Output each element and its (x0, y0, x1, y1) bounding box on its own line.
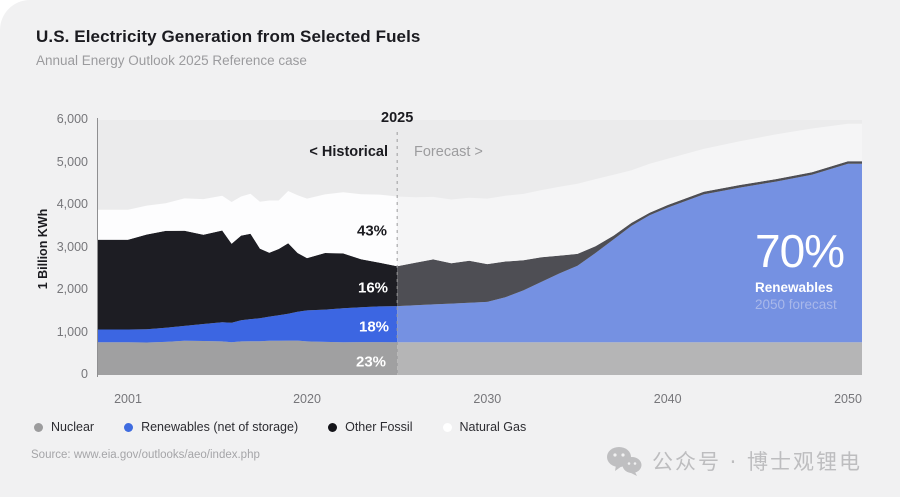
callout-line2: 2050 forecast (755, 296, 837, 312)
share-label-natural-gas: 43% (356, 222, 388, 240)
legend-label: Other Fossil (345, 420, 413, 434)
watermark-text: 公众号 · 博士观锂电 (652, 450, 863, 474)
legend-dot (328, 422, 338, 432)
area-historical-renewables-net-of-storage- (97, 306, 398, 343)
share-label-renewables: 18% (358, 318, 390, 336)
callout-value: 70% (755, 225, 845, 277)
area-forecast-nuclear (397, 342, 862, 375)
y-tick-label: 2,000 (56, 282, 88, 296)
legend-dot (442, 422, 452, 432)
legend-label: Nuclear (51, 420, 95, 434)
area-historical-natural-gas (97, 191, 398, 267)
x-tick-label: 2040 (653, 392, 682, 406)
share-label-nuclear: 23% (355, 353, 387, 371)
y-tick-label: 5,000 (56, 154, 88, 169)
x-tick-label: 2030 (473, 392, 502, 406)
legend-item: Natural Gas (442, 420, 527, 434)
area-historical-nuclear (97, 340, 398, 375)
legend-label: Natural Gas (459, 420, 527, 434)
wechat-icon (607, 447, 642, 476)
area-historical-other-fossil (97, 230, 398, 330)
share-label-other-fossil: 16% (357, 279, 389, 297)
renewables-callout: 70% Renewables 2050 forecast (755, 225, 845, 312)
legend-item: Other Fossil (328, 420, 413, 434)
area-forecast-renewables-net-of-storage- (397, 163, 862, 343)
x-tick-label: 2020 (293, 392, 321, 406)
area-forecast-other-fossil (397, 161, 862, 307)
historical-label: < Historical (309, 144, 388, 160)
y-tick-label: 4,000 (56, 197, 88, 211)
legend-dot (34, 422, 43, 432)
legend: Nuclear Renewables (net of storage) Other … (34, 420, 526, 434)
source-text: Source: www.eia.gov/outlooks/aeo/index.p… (31, 449, 260, 461)
forecast-label: Forecast > (414, 144, 483, 160)
x-tick-label: 2050 (834, 392, 862, 406)
y-tick-label: 0 (81, 367, 88, 381)
legend-item: Renewables (net of storage) (124, 420, 298, 434)
y-tick-label: 3,000 (56, 239, 88, 254)
legend-item: Nuclear (34, 420, 94, 434)
legend-dot (124, 422, 134, 432)
watermark: 公众号 · 博士观锂电 (606, 446, 862, 476)
y-tick-label: 1,000 (56, 324, 88, 339)
area-forecast-natural-gas (397, 123, 862, 267)
page-title: U.S. Electricity Generation from Selecte… (36, 27, 421, 46)
y-tick-label: 6,000 (56, 112, 88, 126)
page-subtitle: Annual Energy Outlook 2025 Reference cas… (36, 53, 307, 68)
x-tick-label: 2001 (114, 392, 142, 406)
divider-year-label: 2025 (381, 110, 414, 126)
callout-line1: Renewables (755, 280, 834, 295)
legend-label: Renewables (net of storage) (141, 420, 299, 434)
